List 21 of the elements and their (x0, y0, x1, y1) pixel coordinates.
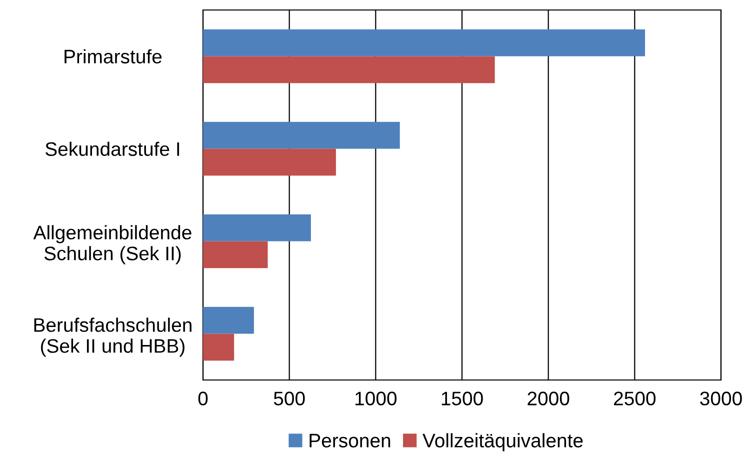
bar (203, 122, 400, 149)
x-tick-label: 2000 (528, 392, 570, 406)
y-tick-label: Primarstufe (64, 49, 162, 64)
x-tick-label: 2500 (614, 392, 656, 406)
x-tick-label: 500 (274, 392, 305, 406)
bar (203, 29, 646, 56)
bar (203, 334, 234, 361)
legend-label: Personen (310, 434, 390, 448)
x-tick-label: 1000 (356, 392, 397, 406)
y-tick-label: Sekundarstufe I (46, 142, 180, 156)
bar (203, 241, 268, 268)
bar (203, 56, 495, 84)
x-tick-label: 3000 (700, 392, 742, 406)
bar (203, 148, 336, 176)
bar (203, 214, 311, 242)
x-tick-label: 0 (198, 392, 208, 406)
bar (203, 306, 254, 334)
x-tick-label: 1500 (442, 392, 483, 406)
legend-label: Vollzeitäquivalente (422, 433, 583, 452)
y-tick-label: Allgemeinbildende Schulen (Sek II) (33, 225, 192, 264)
y-tick-label: Berufsfachschulen (Sek II und HBB) (34, 318, 192, 357)
